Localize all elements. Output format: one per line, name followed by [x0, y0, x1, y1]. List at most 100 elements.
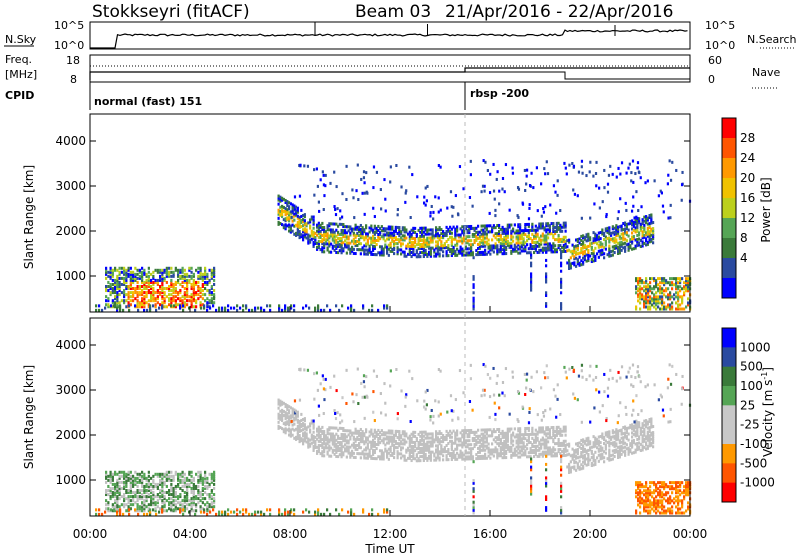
- velocity-cell: [107, 493, 110, 497]
- velocity-cell: [394, 442, 397, 446]
- power-cell: [478, 240, 481, 244]
- power-cell: [165, 266, 168, 270]
- velocity-cell: [340, 426, 343, 430]
- power-cell: [192, 295, 195, 299]
- velocity-cell: [503, 454, 506, 458]
- velocity-cell: [159, 507, 162, 511]
- velocity-cell: [354, 443, 357, 447]
- date-range: 21/Apr/2016 - 22/Apr/2016: [445, 2, 673, 22]
- power-cell: [655, 285, 658, 289]
- velocity-cell: [168, 493, 171, 497]
- velocity-cell: [293, 508, 296, 512]
- power-cell: [675, 307, 678, 311]
- velocity-cell: [408, 454, 411, 458]
- power-cell: [638, 217, 641, 221]
- power-cell: [463, 233, 466, 237]
- power-cell: [564, 166, 567, 170]
- power-cell: [449, 248, 452, 252]
- velocity-cell: [349, 445, 352, 449]
- velocity-cell: [161, 472, 164, 476]
- power-cell: [197, 266, 200, 270]
- velocity-cell: [98, 508, 101, 512]
- velocity-cell: [110, 508, 113, 512]
- velocity-cell: [342, 437, 345, 441]
- velocity-cell: [129, 499, 132, 503]
- velocity-cell: [377, 455, 380, 459]
- velocity-cell: [141, 493, 144, 497]
- nsearch-tick-bottom: 10^0: [705, 39, 735, 52]
- power-cell: [260, 306, 263, 310]
- power-cell: [568, 238, 571, 242]
- velocity-cell: [316, 451, 319, 455]
- power-cell: [538, 244, 541, 248]
- power-cell: [520, 241, 523, 245]
- velocity-cell: [480, 444, 483, 448]
- velocity-cell: [107, 507, 110, 511]
- velocity-cell: [295, 417, 298, 421]
- power-cell: [161, 270, 164, 274]
- power-cell: [168, 274, 171, 278]
- power-cell: [423, 195, 426, 199]
- power-cell: [450, 235, 453, 239]
- power-cell: [575, 252, 578, 256]
- velocity-cell: [382, 433, 385, 437]
- power-cell: [510, 251, 513, 255]
- power-cell: [637, 289, 640, 293]
- velocity-cell: [405, 450, 408, 454]
- power-cell: [639, 224, 642, 228]
- power-cell: [557, 221, 560, 225]
- power-cell: [538, 242, 541, 246]
- power-cell: [158, 306, 161, 310]
- power-cell: [109, 285, 112, 288]
- power-cell: [647, 291, 650, 295]
- velocity-cell: [300, 418, 303, 422]
- velocity-cell: [482, 444, 485, 448]
- velocity-cell: [512, 443, 515, 447]
- velocity-cell: [123, 472, 126, 476]
- power-cell: [562, 221, 565, 225]
- power-cell: [643, 295, 646, 299]
- velocity-cell: [321, 431, 324, 435]
- velocity-cell: [519, 455, 522, 459]
- velocity-cell: [326, 450, 329, 454]
- power-cell: [527, 247, 530, 251]
- velocity-cell: [286, 412, 289, 416]
- power-cell: [372, 165, 376, 169]
- velocity-cell: [361, 430, 364, 434]
- velocity-cell: [330, 434, 333, 438]
- velocity-cell: [524, 453, 527, 457]
- power-cell: [210, 287, 213, 291]
- power-cell: [515, 241, 518, 245]
- power-cell: [438, 228, 441, 232]
- velocity-cell: [312, 444, 315, 448]
- velocity-cell: [499, 448, 502, 452]
- power-cell: [449, 235, 452, 239]
- power-cell: [498, 238, 501, 242]
- power-cell: [351, 247, 354, 251]
- power-cell: [422, 246, 425, 250]
- power-cell: [170, 293, 173, 297]
- power-cell: [436, 232, 439, 236]
- power-cell: [326, 238, 329, 242]
- power-cell: [604, 243, 607, 247]
- power-cell: [377, 239, 380, 243]
- power-cell: [123, 293, 126, 297]
- power-cell: [323, 194, 326, 198]
- power-cell: [192, 305, 195, 309]
- velocity-cell: [319, 439, 322, 443]
- power-cell: [618, 235, 621, 239]
- velocity-cell: [125, 491, 128, 495]
- velocity-cell: [337, 440, 340, 444]
- power-cell: [282, 205, 285, 209]
- power-cell: [208, 280, 211, 284]
- power-cell: [410, 234, 413, 238]
- power-cell: [363, 212, 366, 216]
- power-cell: [396, 242, 399, 246]
- power-cell: [673, 297, 676, 301]
- velocity-cell: [290, 510, 293, 514]
- velocity-cell: [466, 429, 469, 433]
- velocity-cell: [277, 424, 280, 428]
- power-cell: [466, 253, 469, 257]
- power-cell: [373, 253, 376, 257]
- velocity-cell: [105, 472, 108, 476]
